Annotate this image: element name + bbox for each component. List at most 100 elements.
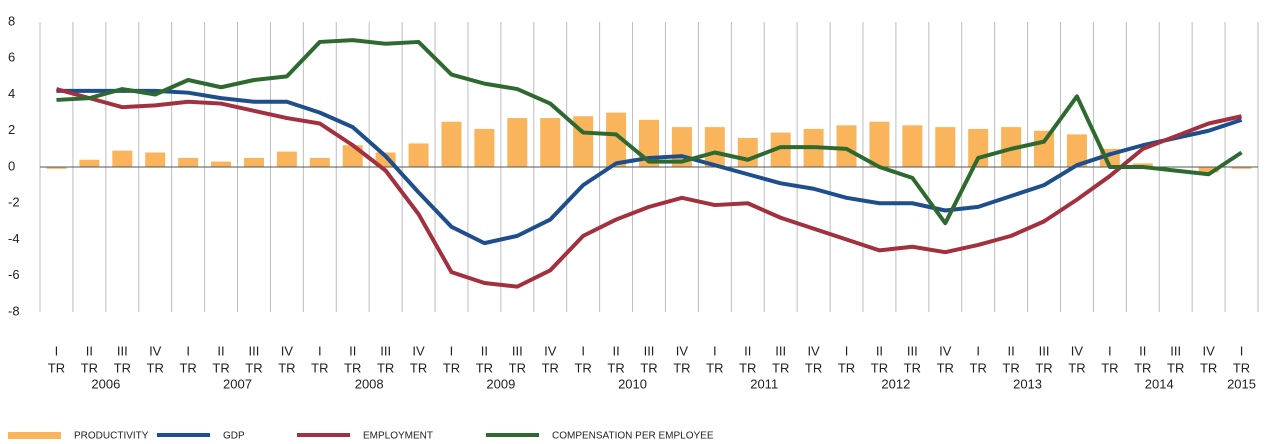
x-tick-suffix: TR (739, 360, 756, 375)
legend-label: PRODUCTIVITY (74, 431, 149, 442)
year-label: 2015 (1227, 376, 1256, 391)
bar (737, 138, 758, 167)
x-tick-label: I (713, 343, 717, 358)
x-tick-label: I (55, 343, 59, 358)
x-tick-suffix: TR (476, 360, 493, 375)
x-tick-suffix: TR (838, 360, 855, 375)
x-tick-suffix: TR (574, 360, 591, 375)
bar (408, 143, 429, 167)
year-label: 2007 (223, 376, 252, 391)
y-tick-label: 2 (8, 122, 15, 137)
x-tick-label: I (318, 343, 322, 358)
x-tick-label: III (512, 343, 523, 358)
y-tick-label: 8 (8, 13, 15, 28)
x-tick-label: I (845, 343, 849, 358)
bar (507, 118, 528, 167)
y-tick-label: -4 (8, 231, 20, 246)
bar (869, 121, 890, 167)
y-tick-label: -8 (8, 303, 20, 318)
x-tick-label: III (249, 343, 260, 358)
x-tick-suffix: TR (1035, 360, 1052, 375)
year-label: 2009 (486, 376, 515, 391)
x-tick-suffix: TR (640, 360, 657, 375)
year-label: 2008 (355, 376, 384, 391)
x-tick-label: I (581, 343, 585, 358)
x-tick-label: II (876, 343, 883, 358)
x-tick-suffix: TR (114, 360, 131, 375)
x-tick-label: IV (412, 343, 425, 358)
bar (112, 150, 133, 167)
x-tick-suffix: TR (81, 360, 98, 375)
x-tick-suffix: TR (179, 360, 196, 375)
x-tick-label: III (644, 343, 655, 358)
x-tick-label: I (976, 343, 980, 358)
bar (79, 159, 100, 167)
x-tick-label: III (907, 343, 918, 358)
x-tick-suffix: TR (904, 360, 921, 375)
x-tick-label: I (1108, 343, 1112, 358)
x-tick-label: III (1170, 343, 1181, 358)
x-tick-label: II (1139, 343, 1146, 358)
x-tick-label: III (380, 343, 391, 358)
x-tick-label: III (117, 343, 128, 358)
year-label: 2006 (91, 376, 120, 391)
bar (540, 118, 561, 167)
x-tick-suffix: TR (1200, 360, 1217, 375)
bar (474, 128, 495, 167)
x-tick-suffix: TR (509, 360, 526, 375)
x-tick-suffix: TR (212, 360, 229, 375)
x-tick-suffix: TR (311, 360, 328, 375)
bar (935, 127, 956, 167)
x-tick-suffix: TR (871, 360, 888, 375)
bar (606, 112, 627, 167)
bar (441, 121, 462, 167)
x-tick-suffix: TR (1101, 360, 1118, 375)
bar (243, 157, 264, 167)
legend-label: EMPLOYMENT (363, 431, 433, 442)
x-tick-suffix: TR (377, 360, 394, 375)
bar (145, 152, 166, 167)
year-label: 2011 (750, 376, 778, 391)
line-series (56, 38, 1243, 226)
y-tick-label: 6 (8, 50, 15, 65)
bar (178, 157, 199, 167)
x-tick-label: II (86, 343, 93, 358)
x-tick-label: II (349, 343, 356, 358)
year-label: 2014 (1145, 376, 1174, 391)
x-tick-suffix: TR (772, 360, 789, 375)
x-tick-label: IV (676, 343, 689, 358)
bar (211, 161, 232, 167)
line-series (55, 87, 1242, 289)
x-tick-suffix: TR (1233, 360, 1250, 375)
x-tick-suffix: TR (607, 360, 624, 375)
x-tick-label: II (612, 343, 619, 358)
x-tick-label: IV (939, 343, 952, 358)
line-series (56, 88, 1243, 246)
x-tick-suffix: TR (970, 360, 987, 375)
y-tick-label: -2 (8, 195, 20, 210)
x-tick-label: I (186, 343, 190, 358)
bar (1066, 134, 1087, 167)
year-label: 2013 (1013, 376, 1042, 391)
x-tick-label: IV (1071, 343, 1084, 358)
x-tick-suffix: TR (1002, 360, 1019, 375)
bar (704, 127, 725, 167)
x-tick-label: III (1039, 343, 1050, 358)
x-tick-suffix: TR (410, 360, 427, 375)
bar (770, 132, 791, 167)
x-tick-label: I (450, 343, 454, 358)
x-tick-label: III (775, 343, 786, 358)
x-tick-label: IV (1202, 343, 1215, 358)
year-label: 2010 (618, 376, 647, 391)
x-tick-suffix: TR (937, 360, 954, 375)
x-tick-label: II (1007, 343, 1014, 358)
bar (1198, 167, 1219, 173)
year-label: 2012 (881, 376, 910, 391)
legend-label: GDP (223, 431, 245, 442)
x-tick-suffix: TR (706, 360, 723, 375)
x-tick-suffix: TR (147, 360, 164, 375)
y-tick-label: 4 (8, 86, 15, 101)
bar (309, 157, 330, 167)
x-tick-suffix: TR (245, 360, 262, 375)
